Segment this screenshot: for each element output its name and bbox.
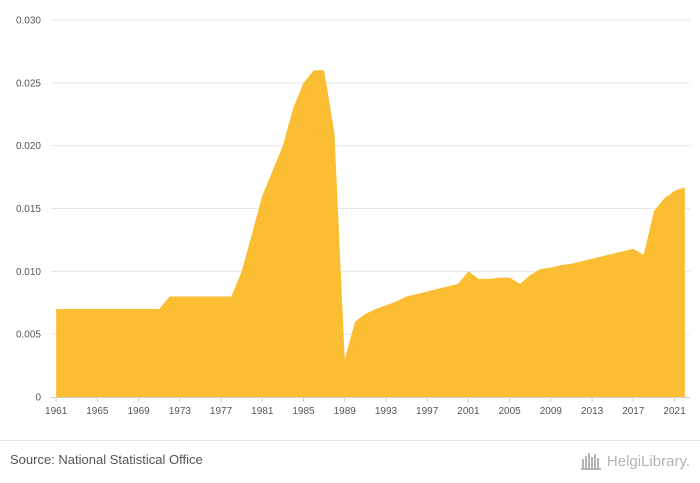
- x-tick-label: 2005: [499, 406, 522, 417]
- x-tick-label: 1985: [292, 406, 315, 417]
- x-tick-label: 2021: [663, 406, 686, 417]
- x-tick-label: 2009: [540, 406, 563, 417]
- chart-footer: Source: National Statistical Office Helg…: [0, 440, 700, 483]
- x-tick-label: 2001: [457, 406, 480, 417]
- x-axis-ticks: 1961 1965 1969 1973 1977 1981 1985 1989 1993 1997…: [45, 397, 686, 417]
- y-tick-label: 0.025: [16, 78, 41, 89]
- y-tick-label: 0: [35, 393, 41, 404]
- x-tick-label: 1977: [210, 406, 233, 417]
- y-tick-label: 0.005: [16, 330, 41, 341]
- area-fill: [56, 70, 685, 398]
- x-tick-label: 2017: [622, 406, 645, 417]
- x-tick-label: 1965: [86, 406, 109, 417]
- x-tick-label: 1997: [416, 406, 439, 417]
- y-tick-label: 0.010: [16, 267, 41, 278]
- x-tick-label: 1961: [45, 406, 68, 417]
- area-chart: 0 0.005 0.010 0.015 0.020 0.025 0.030 1961 1965…: [16, 16, 690, 417]
- x-tick-label: 1973: [169, 406, 192, 417]
- brand-name: HelgiLibrary.: [606, 452, 690, 470]
- x-tick-label: 2013: [581, 406, 604, 417]
- source-note: Source: National Statistical Office: [10, 452, 203, 467]
- y-tick-label: 0.030: [16, 16, 41, 27]
- y-tick-label: 0.015: [16, 204, 41, 215]
- brand-logo[interactable]: HelgiLibrary.: [580, 450, 690, 472]
- area-series: [56, 70, 685, 398]
- building-skyline-icon: [580, 453, 601, 470]
- x-tick-label: 1989: [334, 406, 357, 417]
- x-tick-label: 1993: [375, 406, 398, 417]
- x-tick-label: 1981: [251, 406, 274, 417]
- y-axis-ticks: 0 0.005 0.010 0.015 0.020 0.025 0.030: [16, 16, 41, 404]
- y-tick-label: 0.020: [16, 141, 41, 152]
- x-tick-label: 1969: [127, 406, 150, 417]
